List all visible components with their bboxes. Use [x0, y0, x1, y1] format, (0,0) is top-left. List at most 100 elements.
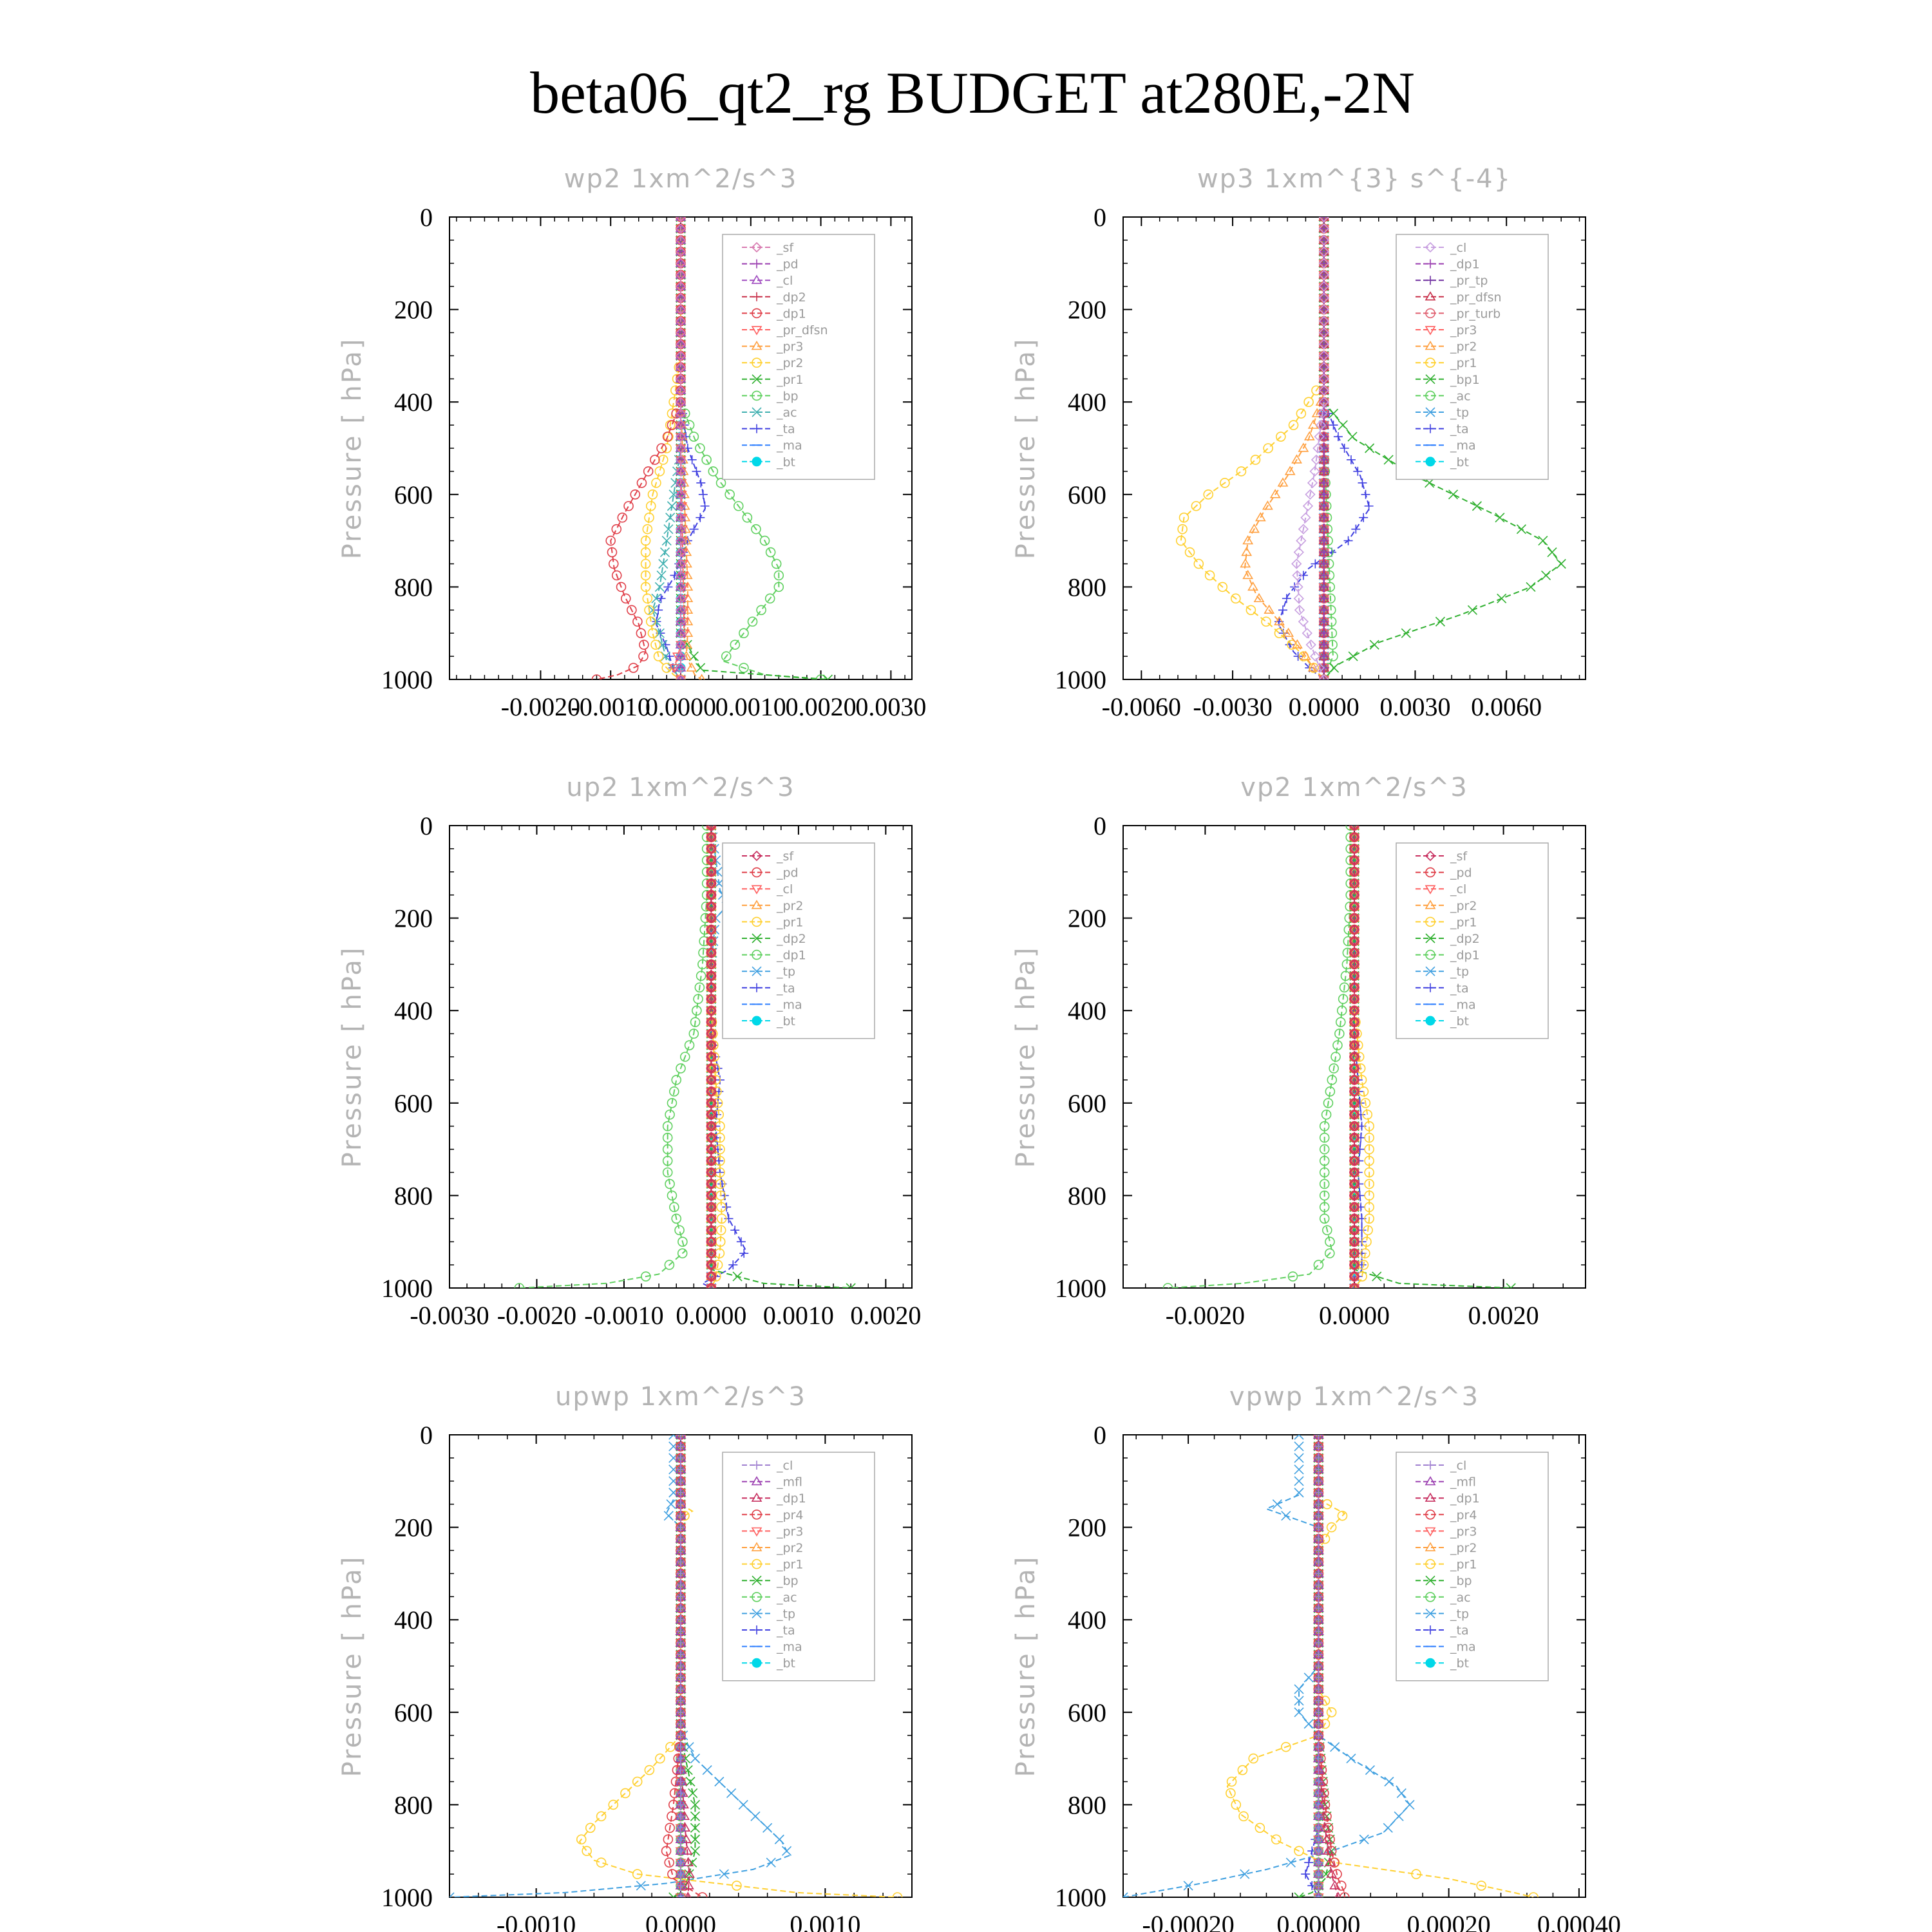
data-point [764, 593, 775, 604]
data-point [675, 234, 687, 246]
legend-marker [1425, 242, 1436, 253]
data-point [675, 385, 687, 396]
y-tick-label: 200 [394, 904, 433, 933]
data-point [1177, 524, 1188, 535]
data-point [706, 994, 717, 1005]
data-point [706, 1122, 717, 1132]
data-point [1319, 1155, 1330, 1166]
data-point [706, 1179, 717, 1189]
data-point [706, 843, 717, 853]
legend-box [1396, 234, 1549, 480]
legend-label: _ma [776, 439, 802, 453]
legend-marker [1426, 1625, 1435, 1634]
x-tick-label: 0.0030 [855, 692, 926, 721]
data-point [1283, 627, 1294, 637]
legend-label: _pr3 [1450, 1524, 1477, 1539]
data-point [665, 652, 674, 661]
data-point [665, 1179, 675, 1189]
data-point [1319, 594, 1329, 603]
data-point [706, 971, 717, 981]
data-point [706, 878, 717, 889]
y-tick-label: 1000 [381, 1883, 433, 1912]
x-tick-label: -0.0020 [501, 692, 580, 721]
data-point [651, 478, 661, 488]
legend-marker [1425, 1476, 1436, 1486]
data-point [1285, 640, 1294, 650]
legend-marker [1425, 1492, 1436, 1502]
data-point [1302, 628, 1312, 639]
data-point [676, 1696, 685, 1705]
data-point [1293, 593, 1304, 604]
data-point [1319, 444, 1329, 453]
legend-label: _ta [776, 981, 795, 996]
x-tick-label: 0.0020 [850, 1301, 921, 1330]
data-point [696, 971, 706, 981]
data-point [1356, 1110, 1366, 1119]
data-point [1261, 616, 1271, 627]
data-point [1349, 1039, 1360, 1051]
y-tick-label: 800 [394, 573, 433, 601]
data-point [1319, 536, 1329, 545]
data-point [706, 914, 717, 924]
data-point [1330, 1742, 1340, 1752]
data-point [1319, 652, 1329, 661]
legend-item: _pr_turb [1416, 307, 1501, 321]
legend-item: _pd [1416, 866, 1472, 880]
data-point [1326, 1868, 1338, 1878]
data-point [773, 582, 784, 592]
legend-marker [752, 916, 762, 927]
data-point [676, 1638, 685, 1648]
legend-marker [752, 259, 761, 269]
data-point [675, 397, 687, 408]
data-point [1345, 867, 1356, 877]
data-point [1241, 546, 1253, 556]
legend-marker [751, 850, 762, 862]
data-point [1298, 571, 1308, 580]
data-point [736, 1237, 746, 1247]
data-point [1319, 270, 1329, 279]
data-point [1425, 478, 1435, 488]
data-point [638, 651, 649, 661]
data-point [1323, 1845, 1334, 1855]
data-point [1301, 1870, 1311, 1879]
legend-item: _pr1 [742, 915, 803, 929]
data-point [1348, 651, 1358, 661]
data-point [676, 1823, 685, 1833]
legend-label: _ta [776, 1624, 795, 1638]
data-point [706, 913, 717, 923]
data-point [1364, 1213, 1374, 1224]
legend-label: _bt [1450, 1014, 1469, 1028]
data-point [1294, 1464, 1304, 1475]
data-point [1191, 500, 1202, 511]
data-point [706, 949, 717, 959]
y-tick-label: 600 [394, 480, 433, 509]
legend-label: _tp [1450, 965, 1469, 979]
legend-label: _dp1 [776, 1492, 806, 1506]
data-point [1318, 327, 1329, 338]
y-tick-label: 400 [394, 996, 433, 1025]
chart-panel-6: vpwp 1xm^2/s^3 Pressure [ hPa] 0 200 400 600 8… [1011, 1382, 1621, 1932]
data-point [678, 606, 690, 616]
data-point [1315, 419, 1327, 431]
data-point [1349, 833, 1360, 843]
data-point [706, 1030, 717, 1039]
data-point [695, 443, 705, 453]
legend-item: _cl [742, 882, 793, 896]
data-point [706, 1111, 717, 1121]
y-tick-label: 800 [1068, 573, 1106, 601]
data-point [676, 1812, 685, 1821]
data-point [716, 1213, 727, 1224]
data-point [650, 455, 660, 465]
data-point [1318, 304, 1329, 315]
data-point [676, 1881, 685, 1891]
x-tick-label: -0.0020 [497, 1301, 576, 1330]
data-point [1333, 432, 1343, 442]
data-point [1319, 489, 1329, 499]
legend-item: _pr_dfsn [742, 323, 828, 337]
series-sf [675, 217, 687, 679]
data-point [1291, 558, 1302, 569]
data-point [706, 1017, 717, 1028]
data-point [706, 1028, 717, 1039]
data-point [1262, 500, 1273, 510]
series-dp1 [1162, 826, 1356, 1288]
